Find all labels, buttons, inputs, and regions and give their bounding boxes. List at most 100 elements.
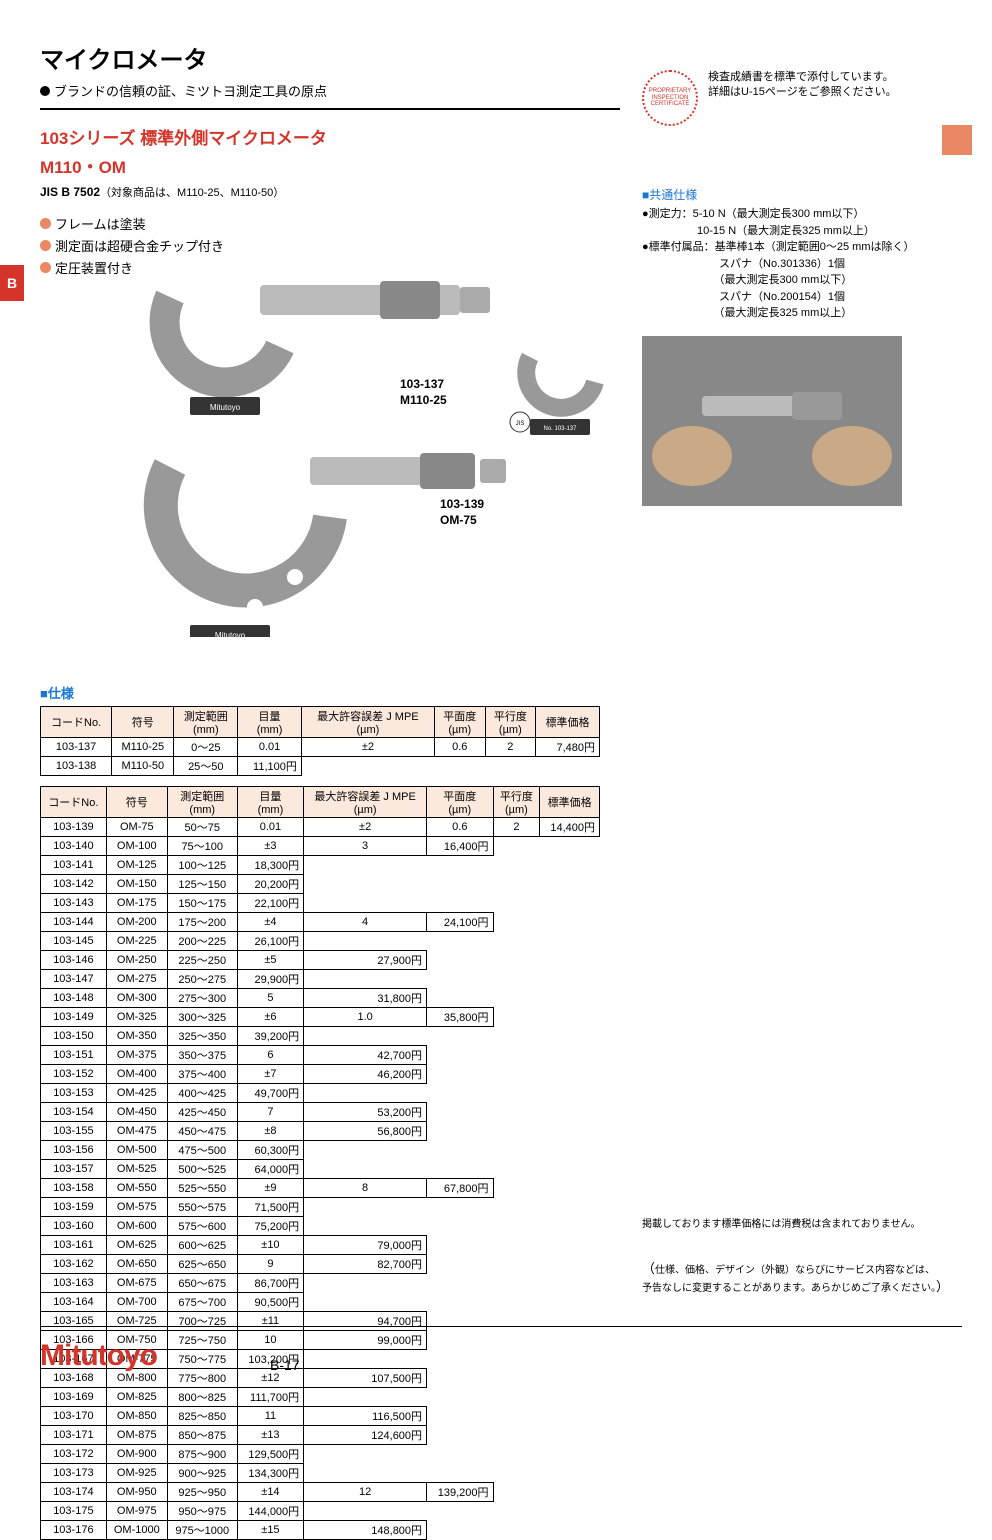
table-row: 103-164OM-700675〜70090,500円 bbox=[41, 1293, 600, 1312]
model-title: M110・OM bbox=[40, 153, 640, 178]
feature-item: フレームは塗装 bbox=[40, 214, 640, 233]
price-note: 掲載しております標準価格には消費税は含まれておりません。 bbox=[642, 1218, 962, 1232]
col-header: 平行度(µm) bbox=[493, 787, 540, 818]
series-title: 103シリーズ 標準外側マイクロメータ bbox=[40, 124, 640, 149]
page-number: B-17 bbox=[270, 1357, 300, 1373]
table-row: 103-148OM-300275〜300531,800円 bbox=[41, 989, 600, 1008]
spec-heading: ■仕様 bbox=[40, 683, 640, 702]
table-row: 103-154OM-450425〜450753,200円 bbox=[41, 1103, 600, 1122]
table-row: 103-174OM-950925〜950±1412139,200円 bbox=[41, 1483, 600, 1502]
table-row: 103-153OM-425400〜42549,700円 bbox=[41, 1084, 600, 1103]
table-row: 103-147OM-275250〜27529,900円 bbox=[41, 970, 600, 989]
spec-table-2: コードNo.符号測定範囲(mm)目量(mm)最大許容誤差 J MPE(µm)平面… bbox=[40, 786, 600, 1540]
table-row: 103-150OM-350325〜35039,200円 bbox=[41, 1027, 600, 1046]
table-row: 103-140OM-10075〜100±3316,400円 bbox=[41, 837, 600, 856]
feature-item: 測定面は超硬合金チップ付き bbox=[40, 236, 640, 255]
common-spec-title: ■共通仕様 bbox=[642, 186, 962, 204]
product-image-2: Mitutoyo bbox=[70, 437, 510, 637]
col-header: 標準価格 bbox=[540, 787, 600, 818]
col-header: 符号 bbox=[106, 787, 167, 818]
certificate-badge-icon: PROPRIETARY INSPECTION CERTIFICATE bbox=[642, 70, 698, 126]
svg-text:Mitutoyo: Mitutoyo bbox=[210, 403, 241, 412]
svg-text:No. 103-137: No. 103-137 bbox=[543, 426, 577, 432]
svg-text:Mitutoyo: Mitutoyo bbox=[215, 631, 246, 637]
table-row: 103-172OM-900875〜900129,500円 bbox=[41, 1445, 600, 1464]
table-row: 103-157OM-525500〜52564,000円 bbox=[41, 1160, 600, 1179]
usage-photo bbox=[642, 336, 902, 506]
table-row: 103-173OM-925900〜925134,300円 bbox=[41, 1464, 600, 1483]
page-footer: Mitutoyo B-17 bbox=[40, 1326, 962, 1373]
jis-code: JIS B 7502 bbox=[40, 185, 100, 199]
table-row: 103-161OM-625600〜625±1079,000円 bbox=[41, 1236, 600, 1255]
svg-text:JIS: JIS bbox=[516, 421, 525, 427]
product-label-2: 103-139OM-75 bbox=[440, 497, 484, 528]
subtitle-text: ブランドの信頼の証、ミツトヨ測定工具の原点 bbox=[54, 81, 327, 100]
col-header: 平行度(µm) bbox=[485, 707, 536, 738]
sidebar: PROPRIETARY INSPECTION CERTIFICATE 検査成績書… bbox=[642, 70, 962, 506]
table-row: 103-155OM-475450〜475±856,800円 bbox=[41, 1122, 600, 1141]
table-row: 103-141OM-125100〜12518,300円 bbox=[41, 856, 600, 875]
divider bbox=[40, 108, 620, 110]
col-header: 測定範囲(mm) bbox=[174, 707, 238, 738]
col-header: 平面度(µm) bbox=[434, 707, 485, 738]
table-row: 103-162OM-650625〜650982,700円 bbox=[41, 1255, 600, 1274]
common-spec-line: スパナ（No.200154）1個 bbox=[642, 289, 962, 306]
col-header: 平面度(µm) bbox=[427, 787, 493, 818]
table-row: 103-170OM-850825〜85011116,500円 bbox=[41, 1407, 600, 1426]
table-row: 103-156OM-500475〜50060,300円 bbox=[41, 1141, 600, 1160]
bullet-icon bbox=[40, 262, 51, 273]
common-spec-line: 10-15 N（最大測定長325 mm以上） bbox=[642, 223, 962, 240]
feature-text: 測定面は超硬合金チップ付き bbox=[55, 236, 224, 255]
common-spec: ■共通仕様 ●測定力：5-10 N（最大測定長300 mm以下） 10-15 N… bbox=[642, 186, 962, 322]
product-image-badge: No. 103-137 JIS bbox=[500, 327, 620, 447]
spec-table-1: コードNo.符号測定範囲(mm)目量(mm)最大許容誤差 J MPE(µm)平面… bbox=[40, 706, 600, 776]
col-header: 最大許容誤差 J MPE(µm) bbox=[301, 707, 434, 738]
col-header: 目量(mm) bbox=[237, 787, 303, 818]
table-row: 103-139OM-7550〜750.01±20.6214,400円 bbox=[41, 818, 600, 837]
table-row: 103-145OM-225200〜22526,100円 bbox=[41, 932, 600, 951]
table-row: 103-169OM-825800〜825111,700円 bbox=[41, 1388, 600, 1407]
table-row: 103-176OM-1000975〜1000±15148,800円 bbox=[41, 1521, 600, 1540]
section-tab: B bbox=[0, 265, 24, 301]
table-row: 103-151OM-375350〜375642,700円 bbox=[41, 1046, 600, 1065]
page-title: マイクロメータ bbox=[40, 40, 640, 75]
jis-standard: JIS B 7502（対象商品は、M110-25、M110-50） bbox=[40, 184, 640, 200]
common-spec-line: ●測定力：5-10 N（最大測定長300 mm以下） bbox=[642, 206, 962, 223]
certificate-text: 検査成績書を標準で添付しています。 詳細はU-15ページをご参照ください。 bbox=[708, 70, 897, 101]
product-images: Mitutoyo 103-137M110-25 No. 103-137 JIS bbox=[40, 287, 640, 627]
table-row: 103-175OM-975950〜975144,000円 bbox=[41, 1502, 600, 1521]
col-header: 標準価格 bbox=[536, 707, 600, 738]
col-header: コードNo. bbox=[41, 707, 112, 738]
bullet-icon bbox=[40, 86, 50, 96]
table-row: 103-159OM-575550〜57571,500円 bbox=[41, 1198, 600, 1217]
table-row: 103-152OM-400375〜400±746,200円 bbox=[41, 1065, 600, 1084]
mitutoyo-logo: Mitutoyo bbox=[40, 1339, 157, 1373]
table-row: 103-146OM-250225〜250±527,900円 bbox=[41, 951, 600, 970]
col-header: 目量(mm) bbox=[238, 707, 302, 738]
table-row: 103-149OM-325300〜325±61.035,800円 bbox=[41, 1008, 600, 1027]
common-spec-line: ●標準付属品：基準棒1本（測定範囲0〜25 mmは除く） bbox=[642, 239, 962, 256]
page-subtitle: ブランドの信頼の証、ミツトヨ測定工具の原点 bbox=[40, 81, 640, 100]
table-row: 103-158OM-550525〜550±9867,800円 bbox=[41, 1179, 600, 1198]
table-row: 103-142OM-150125〜15020,200円 bbox=[41, 875, 600, 894]
col-header: 最大許容誤差 J MPE(µm) bbox=[304, 787, 427, 818]
common-spec-line: スパナ（No.301336）1個 bbox=[642, 256, 962, 273]
table-row: 103-143OM-175150〜17522,100円 bbox=[41, 894, 600, 913]
col-header: 符号 bbox=[112, 707, 174, 738]
bullet-icon bbox=[40, 240, 51, 251]
table-row: 103-171OM-875850〜875±13124,600円 bbox=[41, 1426, 600, 1445]
feature-text: フレームは塗装 bbox=[55, 214, 146, 233]
common-spec-line: （最大測定長325 mm以上） bbox=[642, 305, 962, 322]
table-row: 103-137M110-250〜250.01±20.627,480円 bbox=[41, 738, 600, 757]
table-row: 103-160OM-600575〜60075,200円 bbox=[41, 1217, 600, 1236]
jis-note: （対象商品は、M110-25、M110-50） bbox=[100, 187, 284, 199]
product-label-1: 103-137M110-25 bbox=[400, 377, 447, 408]
col-header: コードNo. bbox=[41, 787, 107, 818]
table-row: 103-144OM-200175〜200±4424,100円 bbox=[41, 913, 600, 932]
table-row: 103-138M110-5025〜5011,100円 bbox=[41, 757, 600, 776]
disclaimer: （仕様、価格、デザイン（外観）ならびにサービス内容などは、 予告なしに変更するこ… bbox=[642, 1260, 962, 1296]
col-header: 測定範囲(mm) bbox=[167, 787, 237, 818]
common-spec-line: （最大測定長300 mm以下） bbox=[642, 272, 962, 289]
table-row: 103-163OM-675650〜67586,700円 bbox=[41, 1274, 600, 1293]
bullet-icon bbox=[40, 218, 51, 229]
